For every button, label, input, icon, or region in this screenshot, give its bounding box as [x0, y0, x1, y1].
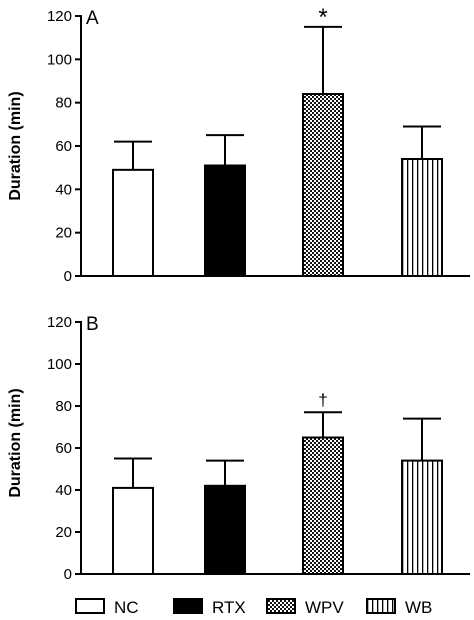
panel-b: Duration (min) B 0 20 40 60 80 100 120 † — [7, 314, 470, 583]
y-tick-label: 0 — [64, 268, 72, 285]
legend-swatch-nc — [75, 598, 105, 614]
legend-swatch-wb — [366, 598, 396, 614]
legend-swatch-rtx — [173, 598, 203, 614]
legend-label-nc: NC — [114, 598, 139, 617]
y-tick-label: 60 — [55, 138, 72, 155]
bars-a: * — [112, 4, 443, 277]
y-tick-label: 100 — [47, 356, 72, 373]
panel-letter-b: B — [86, 314, 99, 335]
y-tick-label: 40 — [55, 181, 72, 198]
panel-a: Duration (min) A 0 20 40 60 80 100 120 * — [7, 4, 470, 285]
bar-rtx — [204, 164, 246, 277]
panel-letter-a: A — [86, 8, 99, 29]
legend-label-wpv: WPV — [305, 598, 344, 617]
bar-wpv — [302, 436, 344, 575]
y-tick-label: 120 — [47, 314, 72, 331]
legend-swatch-wpv — [266, 598, 296, 614]
y-tick-label: 60 — [55, 440, 72, 457]
bar-wb — [401, 459, 443, 576]
significance-marker: † — [318, 390, 327, 409]
y-tick-label: 40 — [55, 482, 72, 499]
y-tick-label: 20 — [55, 524, 72, 541]
y-tick-label: 100 — [47, 51, 72, 68]
legend: NC RTX WPV WB — [75, 598, 432, 617]
y-tick-label: 80 — [55, 95, 72, 112]
y-tick-label: 120 — [47, 8, 72, 25]
y-axis-title-a: Duration (min) — [7, 91, 24, 200]
y-axis-title-b: Duration (min) — [7, 388, 24, 497]
y-tick-label: 20 — [55, 225, 72, 242]
bar-wpv — [302, 93, 344, 277]
significance-marker: * — [318, 4, 327, 31]
y-tick-label: 0 — [64, 566, 72, 583]
bar-rtx — [204, 484, 246, 575]
bar-wb — [401, 158, 443, 277]
bars-b: † — [112, 390, 443, 576]
legend-label-wb: WB — [405, 598, 432, 617]
bar-nc — [112, 168, 154, 277]
legend-label-rtx: RTX — [212, 598, 246, 617]
bar-nc — [112, 486, 154, 575]
y-tick-label: 80 — [55, 398, 72, 415]
